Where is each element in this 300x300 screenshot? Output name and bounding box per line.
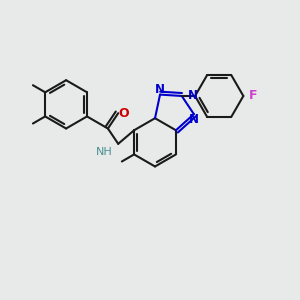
Text: NH: NH [96,147,113,157]
Text: N: N [155,83,165,96]
Text: N: N [189,113,199,126]
Text: N: N [188,89,198,103]
Text: O: O [118,107,129,120]
Text: F: F [249,89,257,103]
